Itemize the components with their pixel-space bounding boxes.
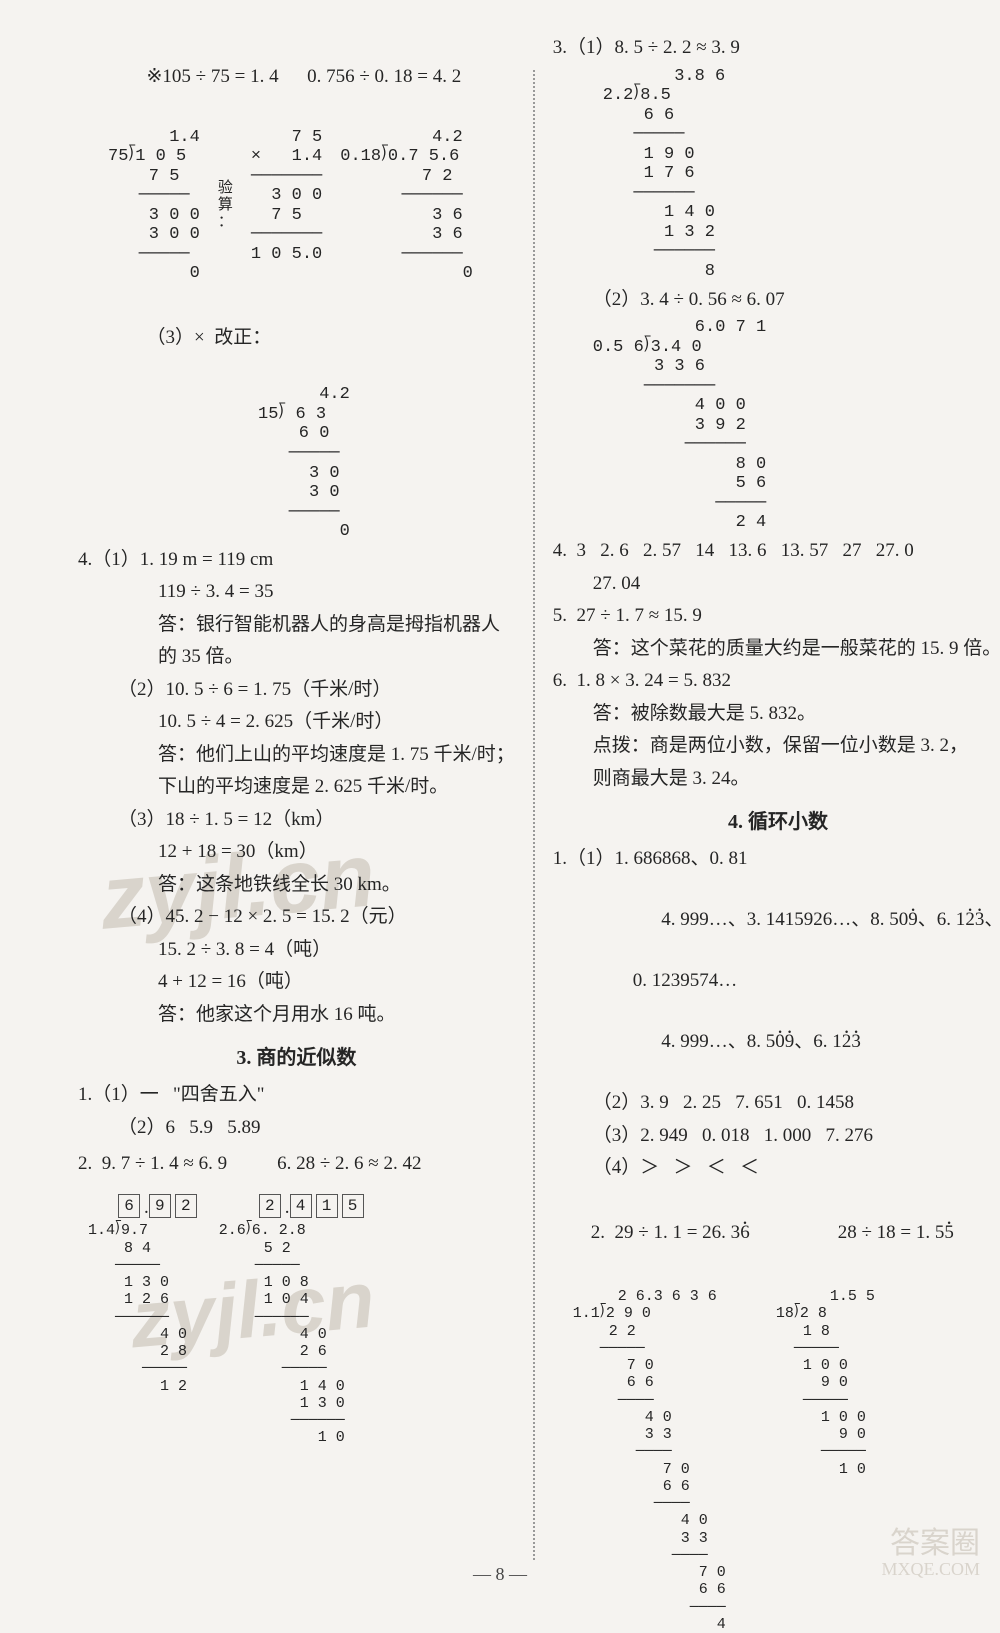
text-line: （3）2. 949 0. 018 1. 000 7. 276	[553, 1122, 1000, 1151]
text-line: 1.（1）1. 686868、0. 81	[553, 845, 1000, 874]
q3-label: （3）× 改正：	[78, 296, 515, 382]
hint-line: 点拨：商是两位小数，保留一位小数是 3. 2，	[553, 732, 1000, 761]
right-column: 3.（1）8. 5 ÷ 2. 2 ≈ 3. 9 3.8 6 2.2⟌8.5 6 …	[535, 30, 1000, 1560]
page-container: ※105 ÷ 75 = 1. 4 0. 756 ÷ 0. 18 = 4. 2 1…	[60, 30, 960, 1560]
left-column: ※105 ÷ 75 = 1. 4 0. 756 ÷ 0. 18 = 4. 2 1…	[60, 30, 533, 1560]
answer-line: 答：银行智能机器人的身高是拇指机器人	[78, 611, 515, 640]
long-division-6-wrap: 2.415 2.6⟌6. 2.8 5 2 ───── 1 0 8 1 0 4 ─…	[219, 1191, 368, 1447]
long-division-3: 4.2 0.18⟌0.7 5.6 7 2 ────── 3 6 3 6 ────…	[340, 128, 473, 284]
verify-label: 验 算 ：	[218, 180, 233, 232]
text-line: 2. 9. 7 ÷ 1. 4 ≈ 6. 9	[78, 1150, 227, 1179]
text-line: （3）18 ÷ 1. 5 = 12（km）	[78, 806, 515, 835]
text-line: （2）3. 4 ÷ 0. 56 ≈ 6. 07	[553, 286, 1000, 315]
text-line: 27. 04	[553, 570, 1000, 599]
text-line: （2）6 5.9 5.89	[78, 1114, 515, 1143]
text-line: 3.（1）8. 5 ÷ 2. 2 ≈ 3. 9	[553, 34, 1000, 63]
long-division-r2: 6.0 7 1 0.5 6⟌3.4 0 3 3 6 ─────── 4 0 0 …	[593, 318, 1000, 533]
longdiv-group-1: 1.4 75⟌1 0 5 7 5 ───── 3 0 0 3 0 0 ─────…	[108, 128, 515, 284]
hint-line: 则商最大是 3. 24。	[553, 765, 1000, 794]
text-line: 1.（1）一 "四舍五入"	[78, 1081, 515, 1110]
eq-line: ※105 ÷ 75 = 1. 4 0. 756 ÷ 0. 18 = 4. 2	[78, 34, 515, 120]
recurring-eq-b: 28 ÷ 18 = 1. 55	[800, 1191, 954, 1277]
text-line: 4 + 12 = 16（吨）	[78, 968, 515, 997]
long-division-6: 2.6⟌6. 2.8 5 2 ───── 1 0 8 1 0 4 ────── …	[219, 1222, 368, 1446]
text-line: 12 + 18 = 30（km）	[78, 838, 515, 867]
text-line: 15. 2 ÷ 3. 8 = 4（吨）	[78, 936, 515, 965]
answer-line: 答：这个菜花的质量大约是一般菜花的 15. 9 倍。	[553, 635, 1000, 664]
text-line: （2）10. 5 ÷ 6 = 1. 75（千米/时）	[78, 676, 515, 705]
text-line: （4）＞ ＞ ＜ ＜	[553, 1154, 1000, 1183]
recurring-line-2: 4. 999…、8. 509、6. 123	[553, 1000, 1000, 1086]
text-line: 10. 5 ÷ 4 = 2. 625（千米/时）	[78, 708, 515, 737]
text-line: 6. 28 ÷ 2. 6 ≈ 2. 42	[277, 1150, 421, 1179]
question-4: 4.（1）1. 19 m = 119 cm 119 ÷ 3. 4 = 35 答：…	[78, 546, 515, 1030]
text-line: （4）45. 2 − 12 × 2. 5 = 15. 2（元）	[78, 903, 515, 932]
text-line: （2）3. 9 2. 25 7. 651 0. 1458	[553, 1089, 1000, 1118]
longdiv-group-2: 6.92 1.4⟌9.7 8 4 ───── 1 3 0 1 2 6 ─────…	[88, 1191, 515, 1447]
text-line: 6. 1. 8 × 3. 24 = 5. 832	[553, 667, 1000, 696]
answer-line: 答：他们上山的平均速度是 1. 75 千米/时；	[78, 741, 515, 770]
answer-line: 答：他家这个月用水 16 吨。	[78, 1001, 515, 1030]
text-line: 4.（1）1. 19 m = 119 cm	[78, 546, 515, 575]
section-3-title: 3. 商的近似数	[78, 1043, 515, 1073]
answer-line: 答：被除数最大是 5. 832。	[553, 700, 1000, 729]
text-line: 119 ÷ 3. 4 = 35	[78, 578, 515, 607]
long-division-1: 1.4 75⟌1 0 5 7 5 ───── 3 0 0 3 0 0 ─────…	[108, 128, 200, 284]
sec4-q2-row: 2. 29 ÷ 1. 1 = 26. 36 28 ÷ 18 = 1. 55	[553, 1187, 1000, 1281]
text-line: 5. 27 ÷ 1. 7 ≈ 15. 9	[553, 602, 1000, 631]
multiplication-verify: 7 5 × 1.4 ─────── 3 0 0 7 5 ─────── 1 0 …	[251, 128, 322, 284]
text-line: 0. 1239574…	[553, 967, 1000, 996]
page-number: — 8 —	[0, 1561, 1000, 1588]
long-division-4: 4.2 15⟌ 6 3 6 0 ───── 3 0 3 0 ───── 0	[258, 385, 515, 541]
answer-line: 的 35 倍。	[78, 643, 515, 672]
recurring-line-1: 4. 999…、3. 1415926…、8. 509、6. 123、	[553, 878, 1000, 964]
answer-line: 答：这条地铁线全长 30 km。	[78, 871, 515, 900]
long-division-5-wrap: 6.92 1.4⟌9.7 8 4 ───── 1 3 0 1 2 6 ─────…	[88, 1191, 201, 1447]
section-4-title: 4. 循环小数	[553, 807, 1000, 837]
recurring-eq-a: 2. 29 ÷ 1. 1 = 26. 36	[553, 1191, 750, 1277]
text-line: 4. 3 2. 6 2. 57 14 13. 6 13. 57 27 27. 0	[553, 537, 1000, 566]
long-division-r1: 3.8 6 2.2⟌8.5 6 6 ───── 1 9 0 1 7 6 ────…	[603, 67, 1000, 282]
answer-line: 下山的平均速度是 2. 625 千米/时。	[78, 773, 515, 802]
long-division-5: 1.4⟌9.7 8 4 ───── 1 3 0 1 2 6 ────── 4 0…	[88, 1222, 201, 1395]
sec3-q2-row: 2. 9. 7 ÷ 1. 4 ≈ 6. 9 6. 28 ÷ 2. 6 ≈ 2. …	[78, 1146, 515, 1183]
